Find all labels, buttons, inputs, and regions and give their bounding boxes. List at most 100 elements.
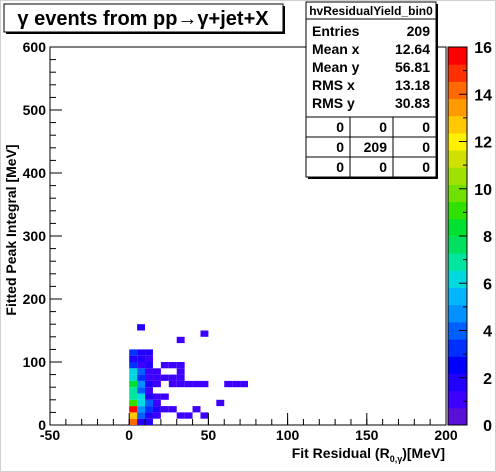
heatmap-cell — [168, 374, 177, 381]
heatmap-cell — [137, 362, 146, 369]
heatmap-cell — [145, 399, 153, 407]
y-axis-title: Fitted Peak Integral [MeV] — [3, 144, 19, 315]
stats-grid-cell: 0 — [336, 119, 344, 135]
heatmap-cell — [176, 374, 185, 381]
heatmap-cell — [137, 387, 146, 394]
heatmap-cell — [168, 406, 177, 413]
title-shadow — [6, 32, 285, 34]
heatmap-cell — [160, 393, 169, 400]
heatmap-cell — [137, 418, 146, 425]
stats-frame — [305, 1, 437, 178]
palette-swatch — [448, 64, 467, 82]
heatmap-cell — [152, 380, 161, 388]
heatmap-cell — [129, 374, 138, 381]
title-shadow-side — [283, 6, 285, 34]
x-tick-label: 200 — [434, 427, 458, 443]
stats-grid-cell: 0 — [336, 139, 344, 155]
heatmap-cell — [200, 380, 209, 388]
heatmap-cell — [129, 412, 138, 419]
heatmap-cell — [168, 380, 177, 388]
heatmap-cell — [160, 374, 169, 381]
x-tick-label: 0 — [125, 427, 133, 443]
heatmap-cell — [168, 362, 177, 369]
heatmap-cell — [137, 406, 146, 413]
palette-swatch — [448, 356, 467, 374]
palette-swatch — [448, 132, 467, 151]
stats-grid-cell: 0 — [422, 159, 430, 175]
y-axis: 0 100 200 300 400 500 600 — [23, 39, 62, 433]
stats-box: hvResidualYield_bin0 Entries 209 Mean x 12.… — [305, 1, 438, 179]
palette-swatch — [448, 167, 467, 185]
stats-row-label: Mean x — [312, 41, 360, 57]
palette-tick-label: 6 — [483, 276, 492, 293]
palette-tick-label: 12 — [474, 135, 492, 152]
stats-row-value: 209 — [407, 23, 431, 39]
y-tick-label: 0 — [38, 417, 46, 433]
heatmap-cell — [129, 399, 138, 407]
heatmap-cell — [184, 380, 193, 388]
palette-tick-label: 16 — [474, 40, 492, 57]
heatmap-cell — [137, 355, 146, 362]
heatmap-cell — [152, 406, 161, 413]
stats-row-value: 56.81 — [395, 59, 430, 75]
heatmap-cell — [152, 368, 161, 375]
palette-swatch — [448, 253, 467, 271]
heatmap-cell — [137, 393, 146, 400]
heatmap-cell — [176, 362, 185, 369]
palette-swatch — [448, 321, 467, 340]
heatmap-cell — [129, 355, 138, 362]
heatmap-cell — [129, 349, 138, 356]
stats-row-label: Mean y — [312, 59, 360, 75]
palette-tick-label: 14 — [474, 87, 492, 104]
heatmap-cell — [152, 412, 161, 419]
heatmap-cell — [184, 412, 193, 419]
heatmap-cell — [145, 362, 153, 369]
palette-swatch — [448, 201, 467, 220]
stats-grid-cell: 0 — [336, 159, 344, 175]
heatmap-cell — [192, 380, 201, 388]
palette-tick-label: 10 — [474, 182, 492, 199]
heatmap-cell — [216, 399, 225, 407]
stats-grid-cell: 0 — [422, 119, 430, 135]
x-tick-label: 150 — [355, 427, 379, 443]
stats-rows: Entries 209 Mean x 12.64 Mean y 56.81 RMS x 13.… — [312, 23, 430, 111]
palette-swatch — [448, 407, 467, 426]
heatmap-cell — [129, 418, 138, 425]
stats-grid-cell: 0 — [379, 159, 387, 175]
palette-tick-label: 2 — [483, 371, 492, 388]
heatmap-cell — [160, 362, 169, 369]
heatmap-cell — [129, 387, 138, 394]
stats-grid-cell: 209 — [364, 139, 388, 155]
palette-swatch — [448, 373, 467, 392]
heatmap-cell — [145, 368, 153, 375]
palette-swatch — [448, 115, 467, 134]
heatmap-cell — [145, 355, 153, 362]
heatmap-cell — [129, 362, 138, 369]
x-tick-label: 50 — [201, 427, 217, 443]
heatmap-cell — [137, 374, 146, 381]
palette-swatch — [448, 218, 467, 237]
heatmap-cell — [192, 406, 201, 413]
heatmap-cell — [129, 380, 138, 388]
stats-row-value: 12.64 — [395, 41, 430, 57]
heatmap-cell — [137, 349, 146, 356]
heatmap-cell — [200, 412, 209, 419]
stats-title: hvResidualYield_bin0 — [309, 4, 433, 18]
palette-swatch — [448, 390, 467, 409]
heatmap-cell — [145, 418, 153, 425]
heatmap-cell — [145, 412, 153, 419]
chart-title: γ events from pp→γ+jet+X — [17, 8, 269, 30]
palette-swatch — [448, 304, 467, 323]
x-axis: -50 0 50 100 150 200 — [40, 413, 458, 443]
heatmap-cell — [145, 349, 153, 356]
palette-tick-label: 8 — [483, 229, 492, 246]
stats-row-label: Entries — [312, 23, 360, 39]
y-tick-label: 100 — [23, 354, 47, 370]
palette-swatch — [448, 184, 467, 203]
heatmap-cell — [200, 330, 209, 337]
palette-swatch — [448, 270, 467, 289]
stats-grid-cell: 0 — [379, 119, 387, 135]
title-box: γ events from pp→γ+jet+X — [3, 3, 285, 34]
heatmap-cell — [137, 399, 146, 407]
y-tick-label: 400 — [23, 165, 47, 181]
